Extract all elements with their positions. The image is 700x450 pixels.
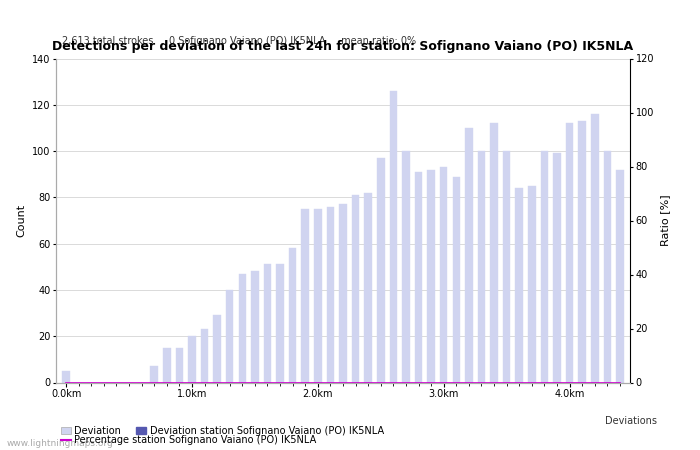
Bar — [302, 209, 309, 382]
Bar — [176, 348, 183, 382]
Bar — [591, 114, 598, 382]
Bar — [540, 151, 548, 382]
Bar — [578, 121, 586, 382]
Y-axis label: Count: Count — [16, 204, 27, 237]
Bar — [214, 315, 221, 382]
Bar — [340, 204, 346, 382]
Bar — [352, 195, 359, 382]
Bar — [490, 123, 498, 382]
Bar — [163, 348, 171, 382]
Text: www.lightningmaps.org: www.lightningmaps.org — [7, 439, 113, 448]
Bar — [528, 186, 536, 382]
Bar — [289, 248, 296, 382]
Bar — [427, 170, 435, 382]
Bar — [402, 151, 409, 382]
Bar — [440, 167, 447, 382]
Bar — [327, 207, 334, 382]
Bar — [566, 123, 573, 382]
Bar — [603, 151, 611, 382]
Legend: Percentage station Sofignano Vaiano (PO) IK5NLA: Percentage station Sofignano Vaiano (PO)… — [61, 435, 316, 445]
Legend: Deviation, Deviation station Sofignano Vaiano (PO) IK5NLA: Deviation, Deviation station Sofignano V… — [61, 426, 384, 436]
Bar — [377, 158, 384, 382]
Text: Deviations: Deviations — [606, 416, 657, 426]
Bar — [414, 172, 422, 382]
Bar — [465, 128, 472, 382]
Bar — [616, 170, 624, 382]
Bar — [276, 265, 284, 382]
Bar — [226, 290, 234, 382]
Bar — [251, 271, 259, 382]
Title: Detections per deviation of the last 24h for station: Sofignano Vaiano (PO) IK5N: Detections per deviation of the last 24h… — [52, 40, 634, 53]
Bar — [62, 371, 70, 382]
Bar — [365, 193, 372, 382]
Bar — [553, 153, 561, 382]
Bar — [503, 151, 510, 382]
Bar — [264, 265, 272, 382]
Bar — [477, 151, 485, 382]
Bar — [239, 274, 246, 382]
Text: 2,613 total strokes     0 Sofignano Vaiano (PO) IK5NLA     mean ratio: 0%: 2,613 total strokes 0 Sofignano Vaiano (… — [62, 36, 416, 45]
Bar — [452, 176, 460, 382]
Y-axis label: Ratio [%]: Ratio [%] — [659, 195, 670, 246]
Bar — [314, 209, 321, 382]
Bar — [515, 188, 523, 382]
Bar — [390, 91, 397, 382]
Bar — [188, 336, 196, 382]
Bar — [201, 329, 209, 382]
Bar — [150, 366, 158, 382]
